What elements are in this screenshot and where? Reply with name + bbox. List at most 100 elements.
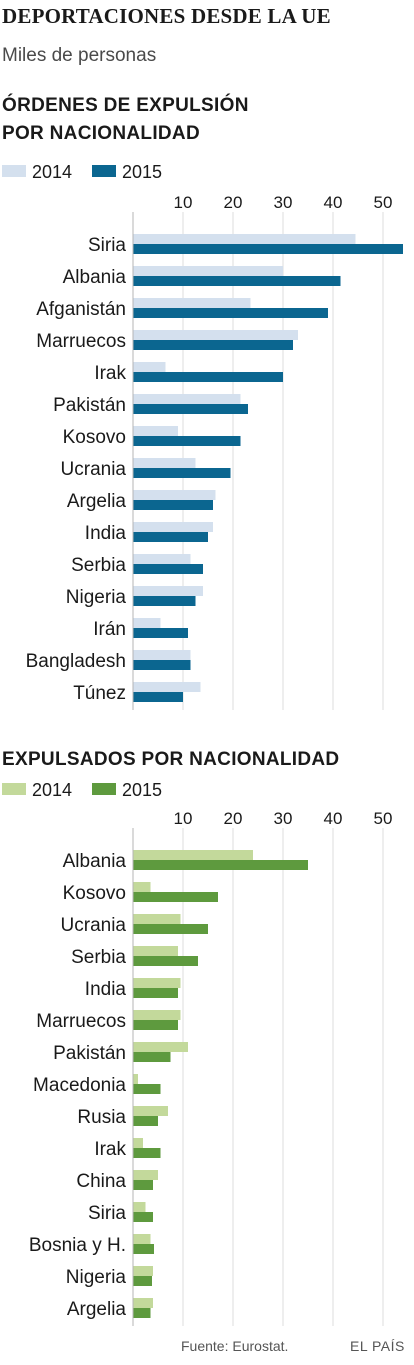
chart1-category-label: Afganistán <box>36 299 126 320</box>
chart1-legend-swatch-2015 <box>92 165 116 178</box>
chart2-legend-swatch-2015 <box>92 783 116 796</box>
chart2-category-label: India <box>85 979 127 1000</box>
chart1-bar-2014 <box>133 426 178 436</box>
chart2-legend-label-2015: 2015 <box>122 780 163 800</box>
chart1-bar-2015 <box>133 692 183 702</box>
chart1-bar-2015 <box>133 468 231 478</box>
chart1-bar-2015 <box>133 596 196 606</box>
chart1-bar-2014 <box>133 298 251 308</box>
chart2-bar-2015 <box>133 988 178 998</box>
chart2-bar-2014 <box>133 1170 158 1180</box>
chart2-bar-2015 <box>133 860 308 870</box>
chart2-bar-2015 <box>133 1020 178 1030</box>
chart1-category-label: Serbia <box>71 555 126 576</box>
chart1-tick-label-30: 30 <box>274 193 293 212</box>
chart2-category-label: Albania <box>63 851 127 872</box>
chart2-category-label: Argelia <box>67 1299 127 1320</box>
chart2-tick-label-30: 30 <box>274 809 293 828</box>
chart1-bar-2015 <box>133 564 203 574</box>
chart1-bar-2015 <box>133 628 188 638</box>
chart2-bar-2014 <box>133 882 151 892</box>
chart2-bar-2015 <box>133 924 208 934</box>
chart1-bar-2014 <box>133 362 166 372</box>
chart2-bar-2014 <box>133 1010 181 1020</box>
chart1-legend-swatch-2014 <box>2 165 26 178</box>
chart1-bar-2014 <box>133 266 283 276</box>
chart1-bar-2015 <box>133 244 403 254</box>
chart2-category-label: Serbia <box>71 947 126 968</box>
chart1-bar-2014 <box>133 650 191 660</box>
chart2-category-label: Marruecos <box>36 1011 126 1032</box>
chart2-bar-2014 <box>133 1202 146 1212</box>
chart1-bar-2015 <box>133 372 283 382</box>
chart2-category-label: Bosnia y H. <box>29 1235 126 1256</box>
chart1-bar-2015 <box>133 660 191 670</box>
chart1-category-label: Nigeria <box>66 587 127 608</box>
chart2-bar-2014 <box>133 1074 138 1084</box>
chart2-bar-2014 <box>133 946 178 956</box>
chart2-category-label: Siria <box>88 1203 126 1224</box>
chart1-bar-2014 <box>133 458 196 468</box>
chart2-bar-2015 <box>133 892 218 902</box>
chart2-bar-2014 <box>133 1298 153 1308</box>
chart1-bar-2014 <box>133 682 201 692</box>
chart2-category-label: Irak <box>94 1139 126 1160</box>
chart1-bar-2014 <box>133 522 213 532</box>
chart2-legend-item-2014: 2014 <box>2 780 72 801</box>
chart1-tick-label-50: 50 <box>374 193 393 212</box>
chart1-bar-2015 <box>133 500 213 510</box>
chart2-bar-2015 <box>133 1212 153 1222</box>
chart1-bar-2014 <box>133 394 241 404</box>
chart2-title: EXPULSADOS POR NACIONALIDAD <box>2 746 339 774</box>
chart2-bar-2014 <box>133 1266 153 1276</box>
chart2-legend-label-2014: 2014 <box>32 780 73 800</box>
chart2-tick-label-10: 10 <box>174 809 193 828</box>
chart2-legend-item-2015: 2015 <box>92 780 162 801</box>
chart2-category-label: Pakistán <box>53 1043 126 1064</box>
chart2-bar-2014 <box>133 1042 188 1052</box>
chart1-category-label: Pakistán <box>53 395 126 416</box>
chart1-tick-label-20: 20 <box>224 193 243 212</box>
chart2-category-label: Rusia <box>77 1107 126 1128</box>
chart2-bar-2015 <box>133 1308 151 1318</box>
chart1-category-label: Ucrania <box>61 459 127 480</box>
chart1-category-label: Irak <box>94 363 126 384</box>
chart1-bar-2015 <box>133 436 241 446</box>
chart1-title-line-1: ÓRDENES DE EXPULSIÓN <box>2 95 249 116</box>
chart1-bar-2014 <box>133 330 298 340</box>
chart2-category-label: Ucrania <box>61 915 127 936</box>
chart1-category-label: Marruecos <box>36 331 126 352</box>
chart1-tick-label-40: 40 <box>324 193 343 212</box>
chart2-bar-2015 <box>133 1244 154 1254</box>
page-subtitle: Miles de personas <box>2 45 157 66</box>
chart2-bar-2015 <box>133 956 198 966</box>
chart1-bar-2014 <box>133 586 203 596</box>
chart2-bar-2014 <box>133 914 181 924</box>
chart2-bar-2014 <box>133 850 253 860</box>
chart2-legend-swatch-2014 <box>2 783 26 796</box>
chart1-bar-2015 <box>133 340 293 350</box>
chart1-legend-item-2014: 2014 <box>2 162 72 183</box>
chart2-bar-2015 <box>133 1180 153 1190</box>
chart1-bar-2015 <box>133 276 341 286</box>
chart1-bar-2014 <box>133 618 161 628</box>
chart2-tick-label-20: 20 <box>224 809 243 828</box>
chart1-category-label: Kosovo <box>63 427 126 448</box>
chart2-bar-2015 <box>133 1052 171 1062</box>
chart1-bar-2014 <box>133 554 191 564</box>
chart1-category-label: Argelia <box>67 491 127 512</box>
chart1-legend-label-2014: 2014 <box>32 162 73 182</box>
chart1-category-label: India <box>85 523 127 544</box>
chart2-category-label: Macedonia <box>33 1075 126 1096</box>
chart2-tick-label-50: 50 <box>374 809 393 828</box>
chart2-category-label: China <box>76 1171 126 1192</box>
chart1-category-label: Siria <box>88 235 126 256</box>
chart1-category-label: Túnez <box>73 683 126 704</box>
chart1-title: ÓRDENES DE EXPULSIÓN POR NACIONALIDAD <box>2 92 249 148</box>
chart2-bar-2015 <box>133 1084 161 1094</box>
chart2-bar-2014 <box>133 1106 168 1116</box>
page-title: DEPORTACIONES DESDE LA UE <box>2 4 331 28</box>
chart2-category-label: Kosovo <box>63 883 126 904</box>
chart2-bar-2015 <box>133 1148 161 1158</box>
chart1-legend-label-2015: 2015 <box>122 162 163 182</box>
